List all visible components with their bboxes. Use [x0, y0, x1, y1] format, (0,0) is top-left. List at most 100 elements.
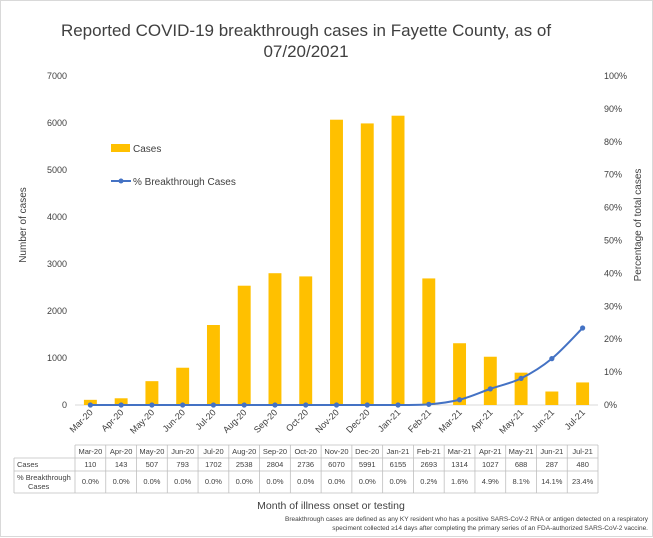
table-header-cell: Feb-21 — [417, 447, 441, 456]
bars-group — [83, 115, 590, 406]
bar-Jun-21 — [545, 391, 559, 405]
table-header-cell: Jul-21 — [572, 447, 592, 456]
pct-point-Jul-21 — [580, 325, 586, 331]
table-cell-pct: 0.0% — [205, 477, 222, 486]
pct-point-Apr-20 — [118, 402, 124, 408]
y-tick-label: 4000 — [47, 212, 67, 222]
table-cell-cases: 143 — [115, 460, 128, 469]
bar-Jan-21 — [391, 115, 405, 406]
table-cell-cases: 793 — [176, 460, 189, 469]
pct-point-Jan-21 — [395, 402, 401, 408]
table-cell-pct: 14.1% — [541, 477, 563, 486]
footnote-line1: Breakthrough cases are defined as any KY… — [285, 516, 649, 523]
y2-tick-label: 70% — [604, 170, 622, 180]
bar-Feb-21 — [422, 278, 436, 405]
y2-tick-label: 20% — [604, 334, 622, 344]
x-axis-title: Month of illness onset or testing — [257, 500, 405, 512]
table-cell-pct: 0.0% — [389, 477, 406, 486]
x-tick-label: Aug-20 — [221, 407, 249, 435]
legend-pct-marker — [118, 178, 124, 184]
pct-point-Apr-21 — [487, 386, 493, 392]
bar-Jun-20 — [176, 367, 190, 405]
pct-point-May-21 — [518, 375, 524, 381]
table-header-cell: May-20 — [139, 447, 164, 456]
pct-point-Dec-20 — [364, 402, 370, 408]
y2-tick-label: 40% — [604, 268, 622, 278]
pct-point-Jun-21 — [549, 356, 555, 362]
table-cell-pct: 0.0% — [113, 477, 130, 486]
table-cell-cases: 6155 — [390, 460, 407, 469]
bar-Aug-20 — [237, 285, 251, 405]
bar-Mar-21 — [453, 343, 467, 405]
x-tick-label: Jun-20 — [161, 407, 188, 434]
y-tick-label: 6000 — [47, 118, 67, 128]
table-cell-cases: 1027 — [482, 460, 499, 469]
y-tick-label: 7000 — [47, 71, 67, 81]
bar-Jul-21 — [576, 382, 590, 405]
table-cell-pct: 0.0% — [82, 477, 99, 486]
table-cell-pct: 0.0% — [359, 477, 376, 486]
data-table: Mar-20 Apr-20 May-20 Jun-20 Jul-20 Aug-20 Sep-… — [13, 444, 599, 494]
y2-tick-label: 0% — [604, 400, 617, 410]
x-tick-label: Apr-21 — [469, 407, 495, 433]
pct-point-Nov-20 — [333, 402, 340, 408]
x-tick-label: May-21 — [497, 407, 525, 435]
table-cell-cases: 2736 — [297, 460, 314, 469]
y-axis-ticks: 0 1000 2000 3000 4000 5000 6000 7000 — [47, 71, 67, 410]
x-tick-label: May-20 — [128, 407, 156, 435]
table-header-cell: Jul-20 — [203, 447, 223, 456]
bar-Apr-20 — [114, 398, 128, 405]
x-tick-label: Jun-21 — [530, 407, 557, 434]
table-cell-cases: 2538 — [236, 460, 253, 469]
table-cell-cases: 1314 — [451, 460, 468, 469]
pct-point-May-20 — [149, 402, 155, 408]
bar-Sep-20 — [268, 273, 282, 405]
x-tick-label: Feb-21 — [406, 407, 433, 434]
bar-Nov-20 — [330, 119, 343, 406]
table-cell-pct: 0.0% — [266, 477, 283, 486]
pct-point-Oct-20 — [303, 402, 309, 408]
table-header-cell: Apr-20 — [110, 447, 133, 456]
table-cell-cases: 1702 — [205, 460, 222, 469]
bar-May-20 — [145, 381, 159, 405]
table-row-label-pct: % Breakthrough Cases — [17, 473, 71, 491]
table-header-cell: Jan-21 — [387, 447, 410, 456]
y2-tick-label: 90% — [604, 104, 622, 114]
table-cell-pct: 23.4% — [572, 477, 594, 486]
table-cell-pct: 0.0% — [143, 477, 160, 486]
y-tick-label: 3000 — [47, 259, 67, 269]
y2-tick-label: 80% — [604, 137, 622, 147]
table-header-cell: Mar-21 — [448, 447, 472, 456]
table-header-cell: Sep-20 — [263, 447, 287, 456]
pct-point-Jun-20 — [180, 402, 186, 408]
x-tick-label: Jul-20 — [193, 407, 217, 431]
table-cell-cases: 2804 — [267, 460, 284, 469]
table-cell-cases: 2693 — [420, 460, 437, 469]
bar-Oct-20 — [299, 276, 313, 405]
footnote-line2: speciment collected ≥14 days after compl… — [332, 525, 648, 532]
y2-tick-label: 10% — [604, 367, 622, 377]
y-axis-title: Number of cases — [18, 187, 29, 263]
table-cell-cases: 5991 — [359, 460, 376, 469]
table-cell-pct: 0.2% — [420, 477, 437, 486]
table-header-cell: May-21 — [509, 447, 534, 456]
y2-tick-label: 60% — [604, 203, 622, 213]
x-tick-label: Jan-21 — [376, 407, 403, 434]
y2-axis-ticks: 0% 10% 20% 30% 40% 50% 60% 70% 80% 90% 100% — [604, 71, 627, 410]
bar-Apr-21 — [483, 356, 497, 405]
x-tick-label: Dec-20 — [344, 407, 372, 435]
legend-cases-swatch — [111, 144, 130, 152]
table-cell-cases: 688 — [515, 460, 528, 469]
table-header-cell: Jun-21 — [540, 447, 563, 456]
table-header-cell: Oct-20 — [294, 447, 317, 456]
y-tick-label: 5000 — [47, 165, 67, 175]
y-tick-label: 1000 — [47, 353, 67, 363]
pct-point-Aug-20 — [241, 402, 247, 408]
pct-point-Feb-21 — [426, 401, 432, 407]
table-cell-pct: 0.0% — [236, 477, 253, 486]
x-tick-label: Mar-20 — [68, 407, 95, 434]
x-tick-label: Apr-20 — [99, 407, 125, 433]
table-header-cell: Apr-21 — [479, 447, 502, 456]
